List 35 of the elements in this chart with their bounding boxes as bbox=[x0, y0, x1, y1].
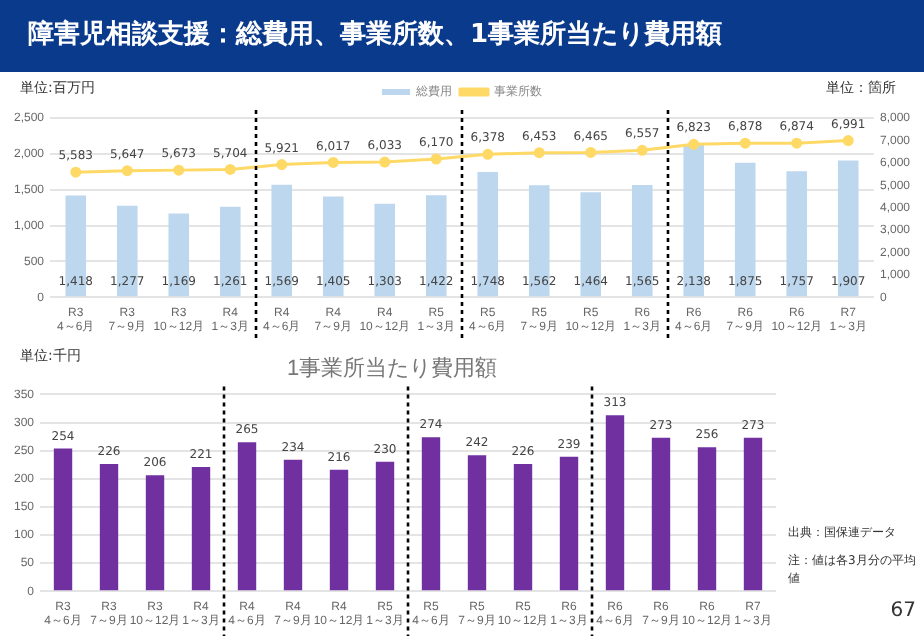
bar bbox=[329, 469, 349, 591]
bar bbox=[513, 464, 533, 591]
point bbox=[173, 164, 185, 176]
bar bbox=[375, 461, 395, 591]
point bbox=[70, 166, 82, 178]
point bbox=[224, 163, 236, 175]
bar bbox=[99, 464, 119, 591]
bar bbox=[605, 415, 625, 591]
point bbox=[791, 137, 803, 149]
point bbox=[585, 146, 597, 158]
text: 67 bbox=[888, 600, 916, 622]
bar bbox=[53, 448, 73, 591]
bar bbox=[697, 447, 717, 591]
point bbox=[636, 144, 648, 156]
point bbox=[482, 148, 494, 160]
point bbox=[121, 165, 133, 177]
bar bbox=[145, 475, 165, 591]
point bbox=[842, 135, 854, 147]
bar bbox=[421, 437, 441, 591]
bar bbox=[559, 456, 579, 591]
bar bbox=[191, 466, 211, 591]
point bbox=[688, 138, 700, 150]
bar bbox=[651, 437, 671, 591]
bar bbox=[743, 437, 763, 591]
point bbox=[276, 159, 288, 171]
chart-title: 障害児相談支援：総費用、事業所数、1事業所当たり費用額 bbox=[0, 0, 924, 72]
point bbox=[533, 147, 545, 159]
point bbox=[739, 137, 751, 149]
bar bbox=[283, 459, 303, 591]
point bbox=[430, 153, 442, 165]
point bbox=[379, 156, 391, 168]
chart-title: 1事業所当たり費用額 bbox=[286, 355, 498, 382]
bar bbox=[467, 455, 487, 591]
point bbox=[327, 156, 339, 168]
bar bbox=[237, 442, 257, 591]
